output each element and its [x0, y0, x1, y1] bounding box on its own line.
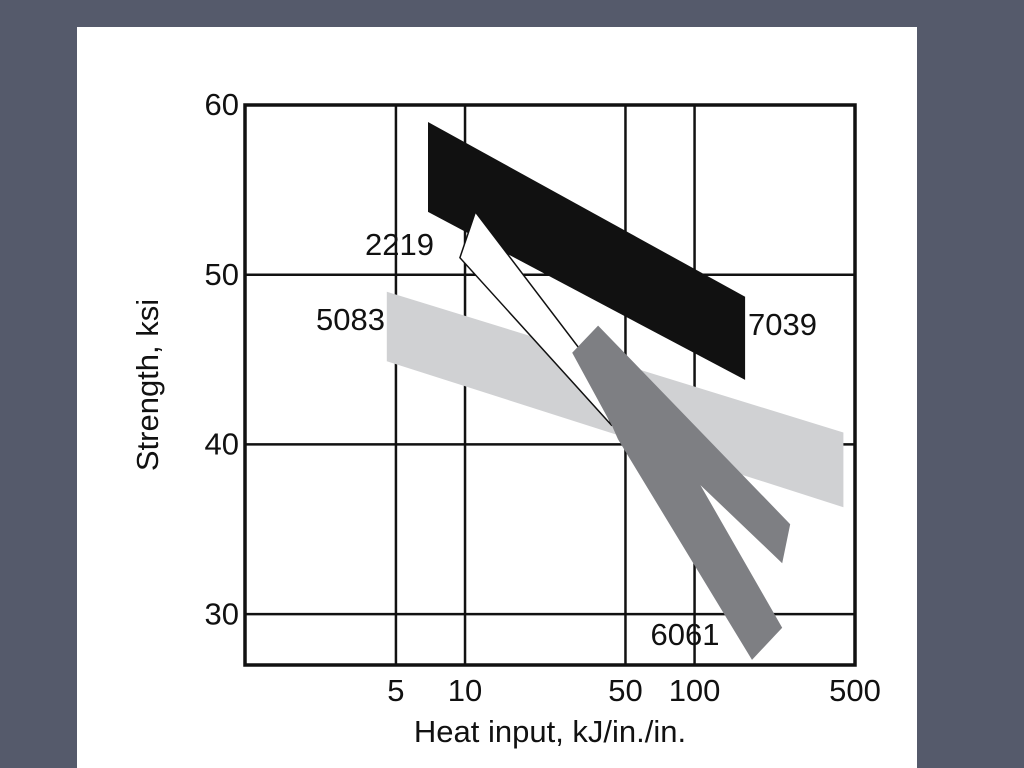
- series-label: 2219: [365, 227, 434, 262]
- band: [428, 122, 746, 380]
- band: [572, 325, 791, 660]
- plot-frame: [243, 103, 857, 667]
- series-label: 5083: [316, 302, 385, 337]
- y-axis-label: Strength, ksi: [130, 299, 165, 471]
- x-tick-label: 500: [829, 673, 881, 708]
- x-tick-label: 50: [608, 673, 642, 708]
- y-tick-label: 30: [205, 596, 239, 631]
- y-tick-label: 50: [205, 257, 239, 292]
- series-label: 6061: [651, 617, 720, 652]
- x-tick-label: 5: [387, 673, 404, 708]
- x-tick-label: 10: [448, 673, 482, 708]
- series-label: 7039: [748, 307, 817, 342]
- x-axis-label: Heat input, kJ/in./in.: [414, 714, 686, 749]
- x-tick-label: 100: [669, 673, 721, 708]
- y-tick-label: 40: [205, 427, 239, 462]
- y-tick-label: 60: [205, 87, 239, 122]
- slide-panel: [77, 27, 917, 768]
